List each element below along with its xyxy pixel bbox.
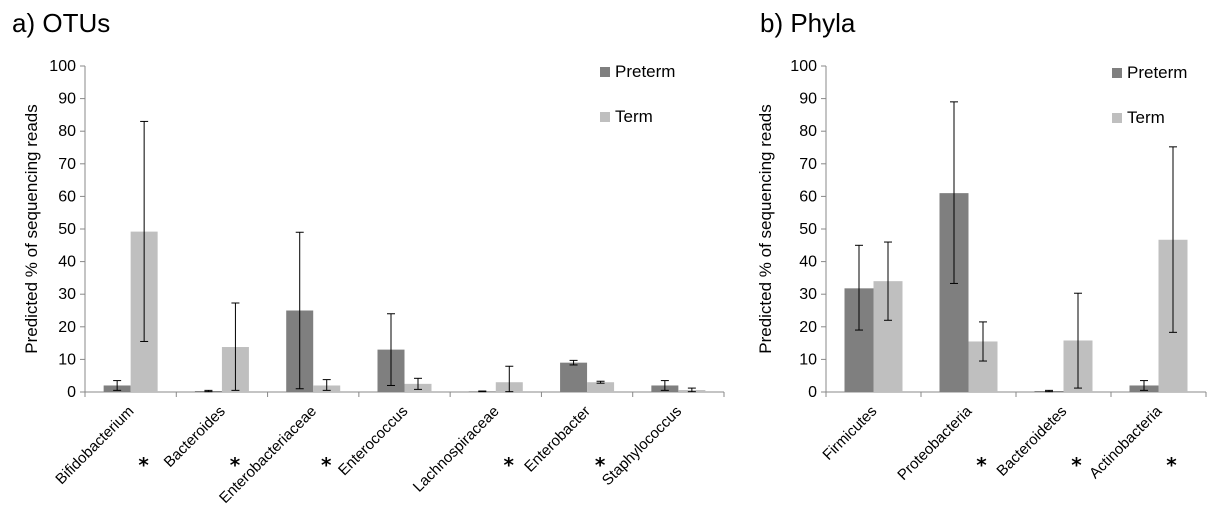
y-tick-label: 40 xyxy=(799,254,817,271)
legend-label-preterm: Preterm xyxy=(1127,63,1187,82)
significance-marker: * xyxy=(1071,453,1082,477)
bar-term xyxy=(587,382,615,392)
y-tick-label: 30 xyxy=(58,286,76,303)
legend-label-term: Term xyxy=(615,107,653,126)
x-tick-label: Bacteroides xyxy=(161,403,229,471)
y-tick-label: 70 xyxy=(799,156,817,173)
x-tick-label: Bifidobacterium xyxy=(52,403,137,488)
chart-title: b) Phyla xyxy=(760,8,856,38)
y-axis-label: Predicted % of sequencing reads xyxy=(756,104,775,354)
x-tick-label: Enterococcus xyxy=(335,403,411,479)
y-tick-label: 50 xyxy=(799,221,817,238)
y-tick-label: 40 xyxy=(58,254,76,271)
y-tick-label: 100 xyxy=(49,58,76,75)
x-tick-label: Lachnospiraceae xyxy=(410,403,503,496)
significance-marker: * xyxy=(976,453,987,477)
y-tick-label: 10 xyxy=(799,351,817,368)
significance-marker: * xyxy=(321,453,332,477)
y-tick-label: 90 xyxy=(799,91,817,108)
y-tick-label: 0 xyxy=(67,384,76,401)
x-tick-label: Enterobacter xyxy=(521,403,594,476)
x-tick-label: Staphylococcus xyxy=(599,403,685,489)
panel-phyla: b) Phyla Predicted % of sequencing reads 0… xyxy=(756,8,1207,484)
bar-preterm xyxy=(560,362,588,392)
y-tick-label: 90 xyxy=(58,91,76,108)
y-tick-label: 80 xyxy=(799,123,817,140)
panel-otus: a) OTUs Predicted % of sequencing reads 0 1… xyxy=(12,8,725,507)
y-tick-label: 70 xyxy=(58,156,76,173)
significance-marker: * xyxy=(595,453,606,477)
y-tick-label: 60 xyxy=(58,188,76,205)
y-tick-label: 10 xyxy=(58,351,76,368)
legend-swatch-term xyxy=(600,112,610,122)
legend-swatch-preterm xyxy=(600,67,610,77)
y-tick-label: 20 xyxy=(58,319,76,336)
legend-swatch-term xyxy=(1112,113,1122,123)
chart-title: a) OTUs xyxy=(12,8,110,38)
x-tick-label: Bacteroidetes xyxy=(993,403,1070,480)
legend-swatch-preterm xyxy=(1112,68,1122,78)
x-tick-label: Firmicutes xyxy=(819,403,880,464)
legend-label-term: Term xyxy=(1127,108,1165,127)
legend-label-preterm: Preterm xyxy=(615,62,675,81)
y-tick-label: 30 xyxy=(799,286,817,303)
y-tick-label: 80 xyxy=(58,123,76,140)
significance-marker: * xyxy=(230,453,241,477)
y-tick-label: 0 xyxy=(808,384,817,401)
x-tick-label: Proteobacteria xyxy=(894,402,975,483)
y-tick-label: 100 xyxy=(790,58,817,75)
significance-marker: * xyxy=(138,453,149,477)
significance-marker: * xyxy=(1166,453,1177,477)
y-axis-label: Predicted % of sequencing reads xyxy=(22,104,41,354)
y-tick-label: 20 xyxy=(799,319,817,336)
y-tick-label: 50 xyxy=(58,221,76,238)
y-tick-label: 60 xyxy=(799,188,817,205)
x-tick-label: Actinobacteria xyxy=(1086,402,1166,482)
significance-marker: * xyxy=(504,453,515,477)
